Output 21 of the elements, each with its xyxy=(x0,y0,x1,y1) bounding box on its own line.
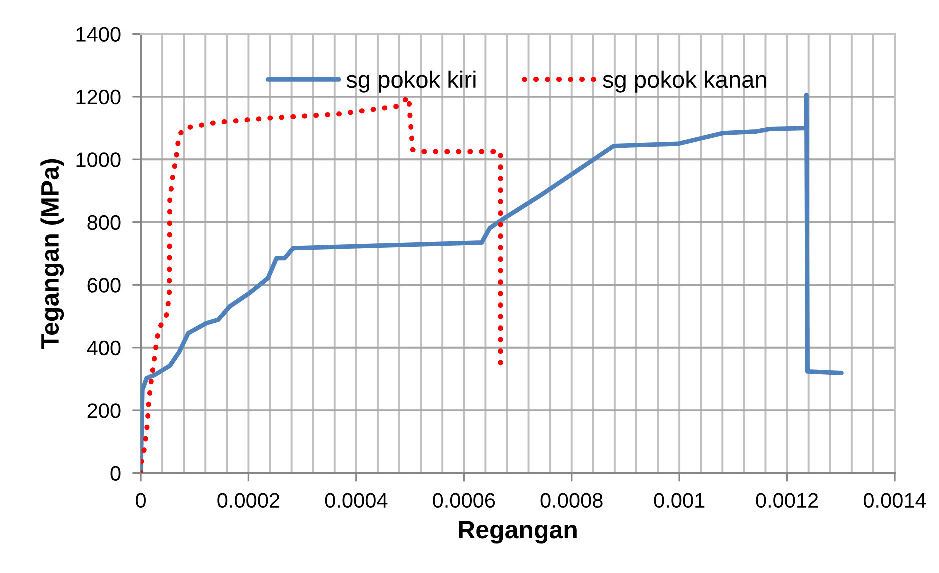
y-tick-label: 1000 xyxy=(76,152,121,168)
y-tick-label: 800 xyxy=(88,215,121,230)
x-axis-title: Regangan xyxy=(459,521,577,544)
legend-label: sg pokok kanan xyxy=(603,70,766,93)
y-tick-label: 200 xyxy=(88,404,121,418)
y-axis-title: Tegangan (MPa) xyxy=(40,159,64,350)
y-tick-label: 1200 xyxy=(76,90,121,105)
x-tick-label: 0.001 xyxy=(654,493,705,508)
legend-label: sg pokok kiri xyxy=(346,70,476,93)
x-tick-label: 0.0012 xyxy=(756,493,818,508)
x-tick-label: 0.0004 xyxy=(325,493,388,508)
line-series xyxy=(141,92,844,474)
x-tick-label: 0.0002 xyxy=(218,493,280,508)
x-tick-label: 0.0008 xyxy=(540,493,603,508)
x-tick-label: 0.0006 xyxy=(433,493,496,508)
y-tick-label: 1400 xyxy=(76,27,121,42)
y-tick-label: 0 xyxy=(110,466,121,482)
y-tick-label: 400 xyxy=(87,340,121,356)
x-tick-label: 0.0014 xyxy=(864,493,926,508)
x-tick-label: 0 xyxy=(136,493,146,508)
y-tick-label: 600 xyxy=(88,278,121,293)
